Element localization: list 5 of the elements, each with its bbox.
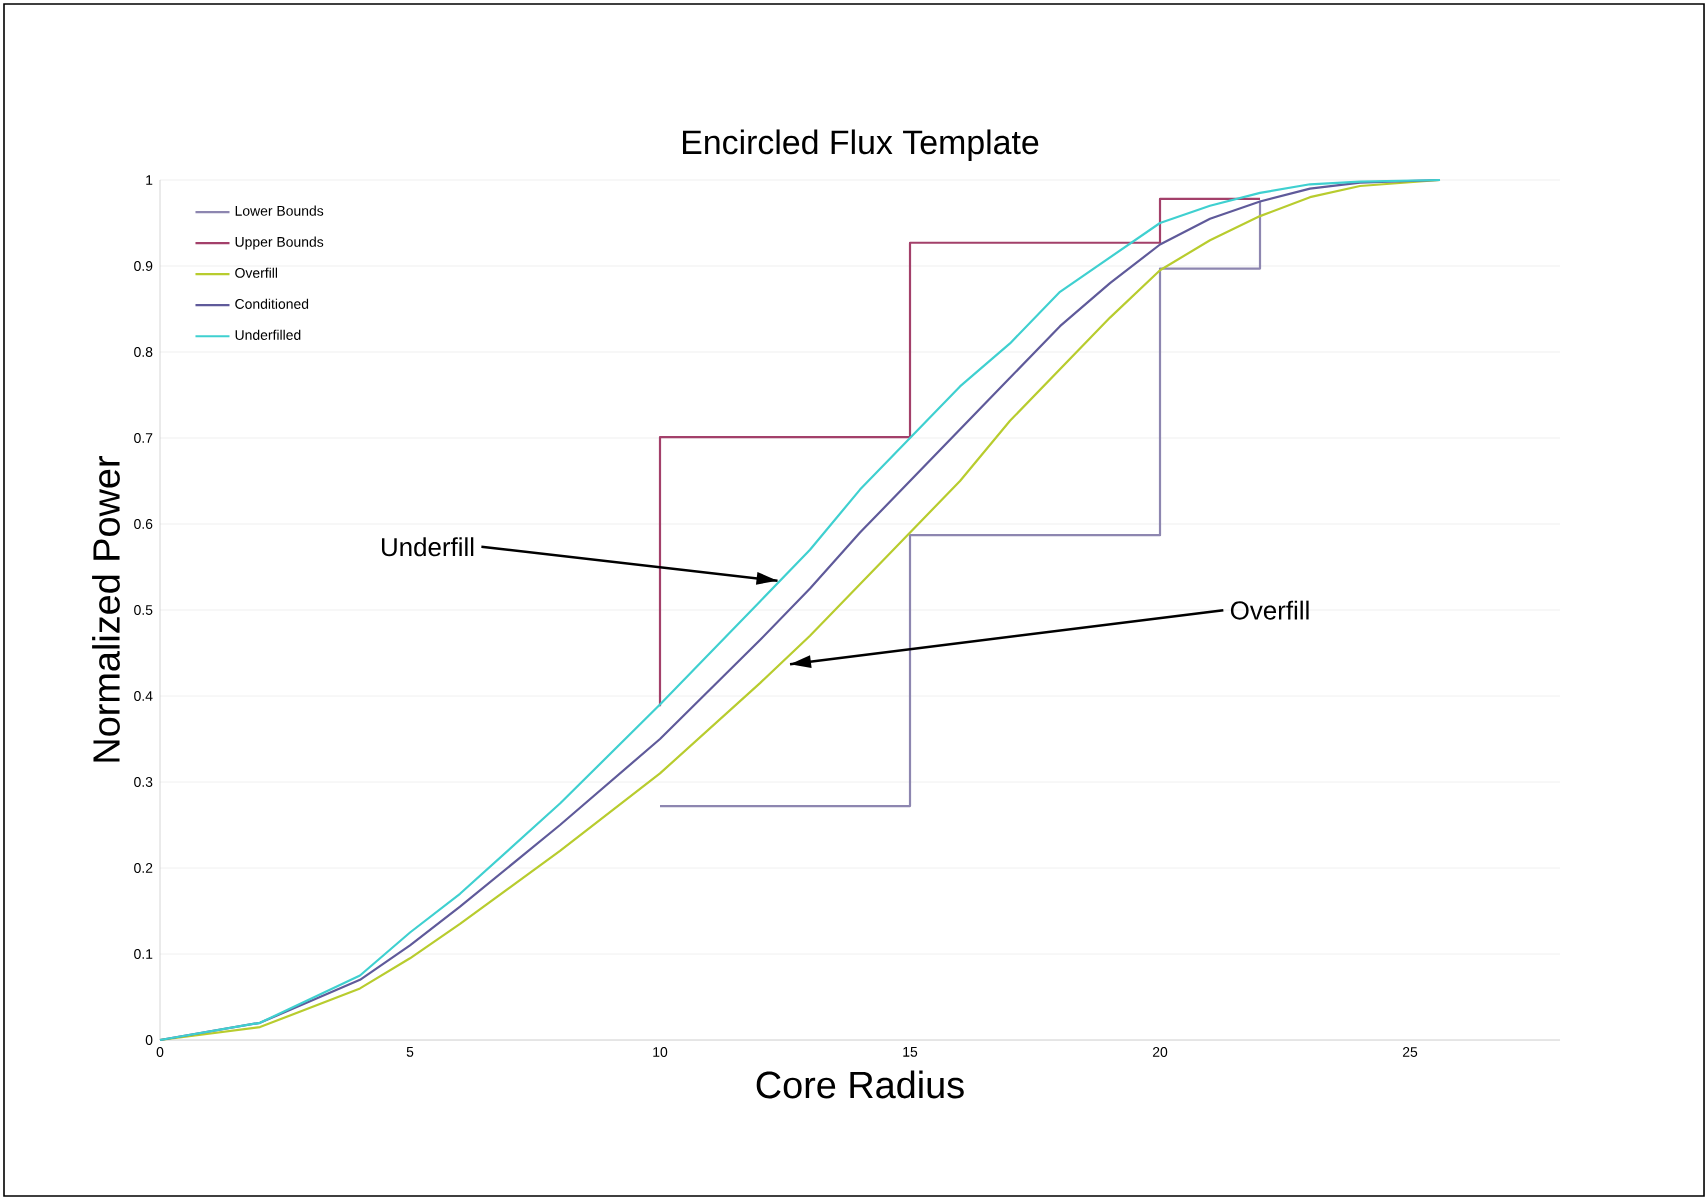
chart-title: Encircled Flux Template [683,129,1039,161]
x-axis-title: Core Radius [756,1070,964,1099]
annotation: Overfill [1230,600,1309,620]
y-axis-title: Normalized Power [92,456,120,762]
annotation: Underfill [382,537,474,557]
